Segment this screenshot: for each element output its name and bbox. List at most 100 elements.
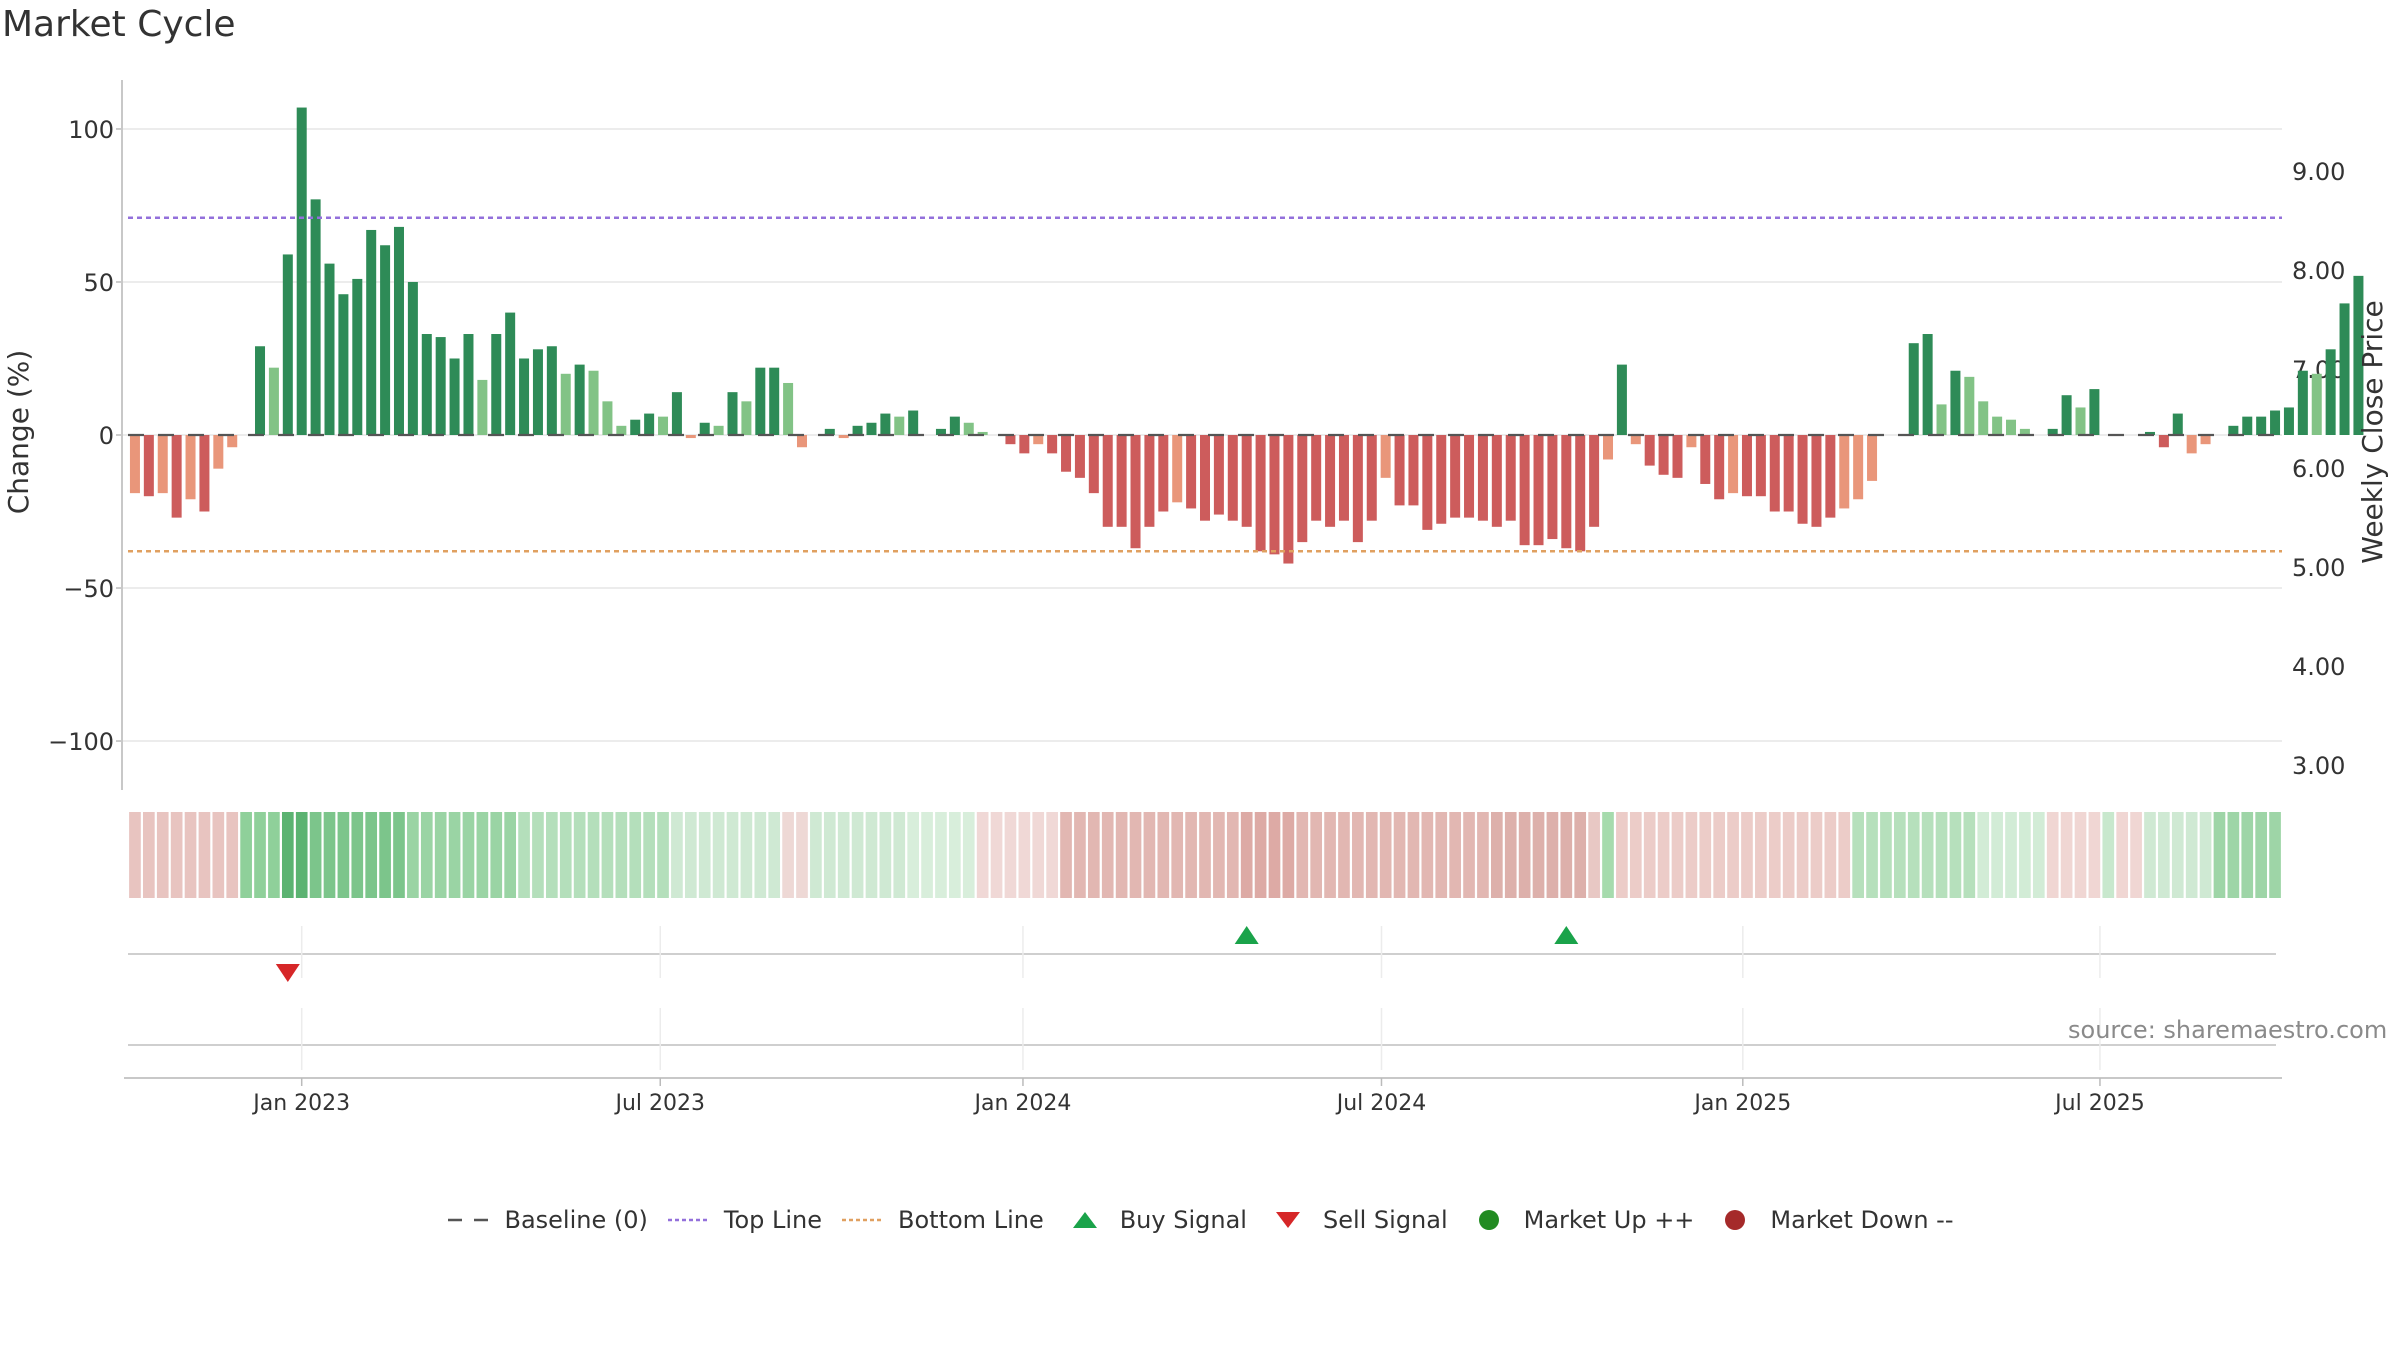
legend-label: Market Up ++ bbox=[1523, 1206, 1695, 1234]
strip-cell bbox=[2060, 812, 2073, 898]
change-bar bbox=[282, 254, 293, 435]
strip-cell bbox=[2241, 812, 2254, 898]
change-bar bbox=[1728, 435, 1739, 494]
change-bar bbox=[296, 107, 307, 436]
strip-cell bbox=[2213, 812, 2226, 898]
strip-cell bbox=[143, 812, 155, 898]
circle-icon bbox=[1478, 1210, 1499, 1230]
strip-cell bbox=[1685, 812, 1698, 898]
legend-label: Buy Signal bbox=[1119, 1206, 1247, 1234]
change-bar bbox=[741, 401, 752, 435]
strip-cell bbox=[1296, 812, 1309, 898]
strip-cell bbox=[1490, 812, 1503, 898]
change-bar bbox=[1047, 435, 1058, 454]
y-tick-label-left: 50 bbox=[83, 269, 114, 297]
change-bar bbox=[393, 226, 404, 435]
change-bar bbox=[143, 435, 154, 497]
dashed-line-swatch bbox=[448, 1218, 491, 1222]
strip-cell bbox=[2005, 812, 2017, 898]
change-bar bbox=[1005, 435, 1016, 445]
change-bar bbox=[1033, 435, 1044, 445]
strip-cell bbox=[1240, 812, 1253, 898]
change-bar bbox=[2006, 419, 2017, 435]
change-bar bbox=[838, 435, 849, 439]
y-tick-label-right: 6.00 bbox=[2292, 455, 2345, 483]
strip-cell bbox=[1727, 812, 1739, 898]
change-bar bbox=[213, 435, 224, 469]
strip-cell bbox=[546, 812, 558, 898]
strip-cell bbox=[1060, 812, 1072, 898]
change-bar bbox=[1366, 435, 1377, 521]
strip-cell bbox=[726, 812, 739, 898]
change-bar bbox=[546, 346, 557, 435]
strip-cell bbox=[1074, 812, 1086, 898]
strip-cell bbox=[921, 812, 933, 898]
strip-cell bbox=[2032, 812, 2045, 898]
change-bar bbox=[1783, 435, 1794, 512]
change-bar bbox=[2325, 349, 2336, 435]
strip-cell bbox=[1171, 812, 1184, 898]
y-axis-label-left: Change (%) bbox=[2, 350, 35, 515]
change-bar bbox=[1589, 435, 1600, 527]
change-bar bbox=[1616, 364, 1627, 435]
change-bar bbox=[1505, 435, 1516, 521]
change-bar bbox=[1658, 435, 1669, 475]
bars-layer bbox=[129, 107, 2364, 564]
strip-cell bbox=[379, 812, 391, 898]
strip-cell bbox=[796, 812, 808, 898]
strip-cell bbox=[532, 812, 544, 898]
change-bar bbox=[1088, 435, 1099, 494]
strip-cell bbox=[1782, 812, 1795, 898]
legend-label: Bottom Line bbox=[898, 1206, 1044, 1234]
change-bar bbox=[1686, 435, 1697, 448]
strip-cell bbox=[323, 812, 336, 898]
strip-cell bbox=[226, 812, 239, 898]
change-bar bbox=[1199, 435, 1211, 521]
strip-cell bbox=[1796, 812, 1809, 898]
y-tick-label-left: −100 bbox=[48, 728, 114, 756]
strip-cell bbox=[1101, 812, 1114, 898]
change-bar bbox=[2172, 413, 2183, 435]
strip-cell bbox=[295, 812, 308, 898]
strip-cell bbox=[601, 812, 614, 898]
change-bar bbox=[1491, 435, 1502, 527]
strip-cell bbox=[1282, 812, 1295, 898]
strip-cell bbox=[1310, 812, 1323, 898]
change-bar bbox=[769, 367, 780, 435]
change-bar bbox=[1019, 435, 1030, 454]
change-bar bbox=[491, 334, 502, 435]
strip-cell bbox=[1004, 812, 1017, 898]
strip-cell bbox=[1963, 812, 1976, 898]
change-bar bbox=[366, 229, 377, 435]
change-bar bbox=[1102, 435, 1113, 527]
change-bar bbox=[407, 281, 418, 435]
change-bar bbox=[2158, 435, 2169, 448]
change-bar bbox=[1241, 435, 1252, 527]
strip-cell bbox=[1449, 812, 1461, 898]
strip-cell bbox=[573, 812, 586, 898]
strip-cell bbox=[2019, 812, 2031, 898]
change-bar bbox=[935, 428, 946, 435]
strip-cell bbox=[1365, 812, 1378, 898]
strip-cell bbox=[782, 812, 794, 898]
strip-cell bbox=[1880, 812, 1892, 898]
strip-cell bbox=[170, 812, 183, 898]
strip-cell bbox=[1087, 812, 1100, 898]
strip-cell bbox=[281, 812, 294, 898]
change-bar bbox=[949, 416, 960, 435]
strip-cell bbox=[837, 812, 850, 898]
strip-cell bbox=[1629, 812, 1642, 898]
strip-cell bbox=[643, 812, 655, 898]
change-bar bbox=[1325, 435, 1336, 527]
change-bar bbox=[1922, 334, 1933, 435]
strip-cell bbox=[1421, 812, 1434, 898]
change-bar bbox=[1394, 435, 1405, 506]
strip-cell bbox=[1407, 812, 1420, 898]
triangle-up-icon bbox=[1072, 1212, 1097, 1228]
change-bar bbox=[588, 370, 599, 435]
buy-signal-marker bbox=[1554, 926, 1579, 944]
strip-cell bbox=[1977, 812, 1990, 898]
change-bar bbox=[1408, 435, 1419, 506]
change-bar bbox=[2228, 425, 2239, 435]
change-bar bbox=[1575, 435, 1586, 552]
